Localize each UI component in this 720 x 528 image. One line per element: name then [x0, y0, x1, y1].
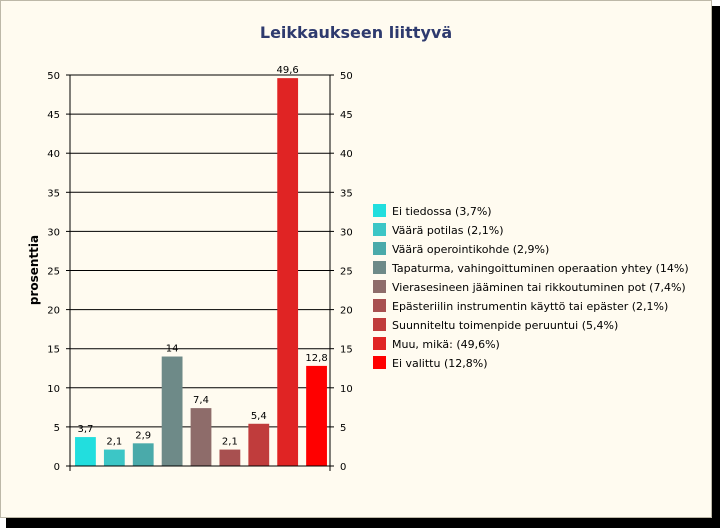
y-tick-label-right: 25 — [340, 267, 353, 278]
data-label: 7,4 — [193, 395, 209, 406]
bar — [75, 437, 96, 466]
y-tick-label-right: 50 — [340, 71, 353, 82]
legend-label: Tapaturma, vahingoittuminen operaation y… — [391, 262, 689, 275]
legend-swatch — [373, 280, 386, 293]
legend-swatch — [373, 299, 386, 312]
legend-label: Väärä potilas (2,1%) — [392, 224, 504, 237]
bar — [161, 356, 183, 466]
chart-frame — [0, 0, 712, 518]
legend-label: Muu, mikä: (49,6%) — [392, 338, 500, 351]
y-tick-label: 45 — [47, 110, 60, 121]
legend-label: Ei tiedossa (3,7%) — [392, 205, 492, 218]
y-tick-label: 5 — [54, 423, 60, 434]
legend-swatch — [373, 204, 386, 217]
legend-swatch — [373, 223, 386, 236]
y-tick-label-right: 45 — [340, 110, 353, 121]
y-tick-label-right: 20 — [340, 306, 353, 317]
legend-label: Epästeriilin instrumentin käyttö tai epä… — [392, 300, 668, 313]
chart-title: Leikkaukseen liittyvä — [260, 23, 452, 42]
frame-shadow-right — [712, 6, 720, 528]
y-tick-label: 50 — [47, 71, 60, 82]
y-tick-label: 35 — [47, 188, 60, 199]
y-axis-left-ticks: 0 5 10 15 20 25 30 35 40 45 50 — [47, 71, 70, 473]
y-tick-label-right: 35 — [340, 188, 353, 199]
y-tick-label-right: 15 — [340, 345, 353, 356]
y-axis-label: prosenttia — [27, 235, 41, 305]
legend-label: Ei valittu (12,8%) — [392, 357, 488, 370]
legend: Ei tiedossa (3,7%) Väärä potilas (2,1%) Vä… — [373, 204, 689, 370]
y-tick-label: 20 — [47, 306, 60, 317]
axes — [69, 75, 331, 471]
bar — [190, 408, 212, 466]
y-tick-label: 0 — [54, 462, 60, 473]
y-tick-label: 10 — [47, 384, 60, 395]
y-tick-label-right: 10 — [340, 384, 353, 395]
frame-shadow-bottom — [6, 518, 720, 528]
legend-swatch — [373, 337, 386, 350]
data-label: 2,1 — [222, 437, 238, 448]
legend-label: Väärä operointikohde (2,9%) — [392, 243, 549, 256]
data-label: 49,6 — [277, 65, 299, 76]
bar — [219, 449, 241, 466]
bar — [103, 449, 125, 466]
bar — [248, 423, 270, 466]
bars — [75, 78, 327, 467]
bar — [132, 443, 154, 466]
data-labels: 3,7 2,1 2,9 14 7,4 2,1 5,4 49,6 12,8 — [77, 65, 327, 447]
data-label: 12,8 — [305, 353, 327, 364]
bar — [277, 78, 299, 467]
data-label: 2,1 — [106, 437, 122, 448]
y-tick-label: 40 — [47, 149, 60, 160]
y-tick-label: 30 — [47, 227, 60, 238]
data-label: 5,4 — [251, 411, 267, 422]
legend-swatch — [373, 356, 386, 369]
y-tick-label: 25 — [47, 267, 60, 278]
legend-swatch — [373, 261, 386, 274]
y-tick-label-right: 5 — [340, 423, 346, 434]
bar — [306, 365, 327, 466]
y-tick-label-right: 30 — [340, 227, 353, 238]
legend-swatch — [373, 318, 386, 331]
y-tick-label: 15 — [47, 345, 60, 356]
y-axis-right-ticks: 0 5 10 15 20 25 30 35 40 45 50 — [330, 71, 353, 473]
legend-label: Suunniteltu toimenpide peruuntui (5,4%) — [392, 319, 618, 332]
data-label: 2,9 — [135, 430, 151, 441]
legend-swatch — [373, 242, 386, 255]
y-tick-label-right: 0 — [340, 462, 346, 473]
data-label: 3,7 — [77, 424, 93, 435]
y-tick-label-right: 40 — [340, 149, 353, 160]
legend-label: Vierasesineen jääminen tai rikkoutuminen… — [392, 281, 686, 294]
data-label: 14 — [166, 344, 179, 355]
